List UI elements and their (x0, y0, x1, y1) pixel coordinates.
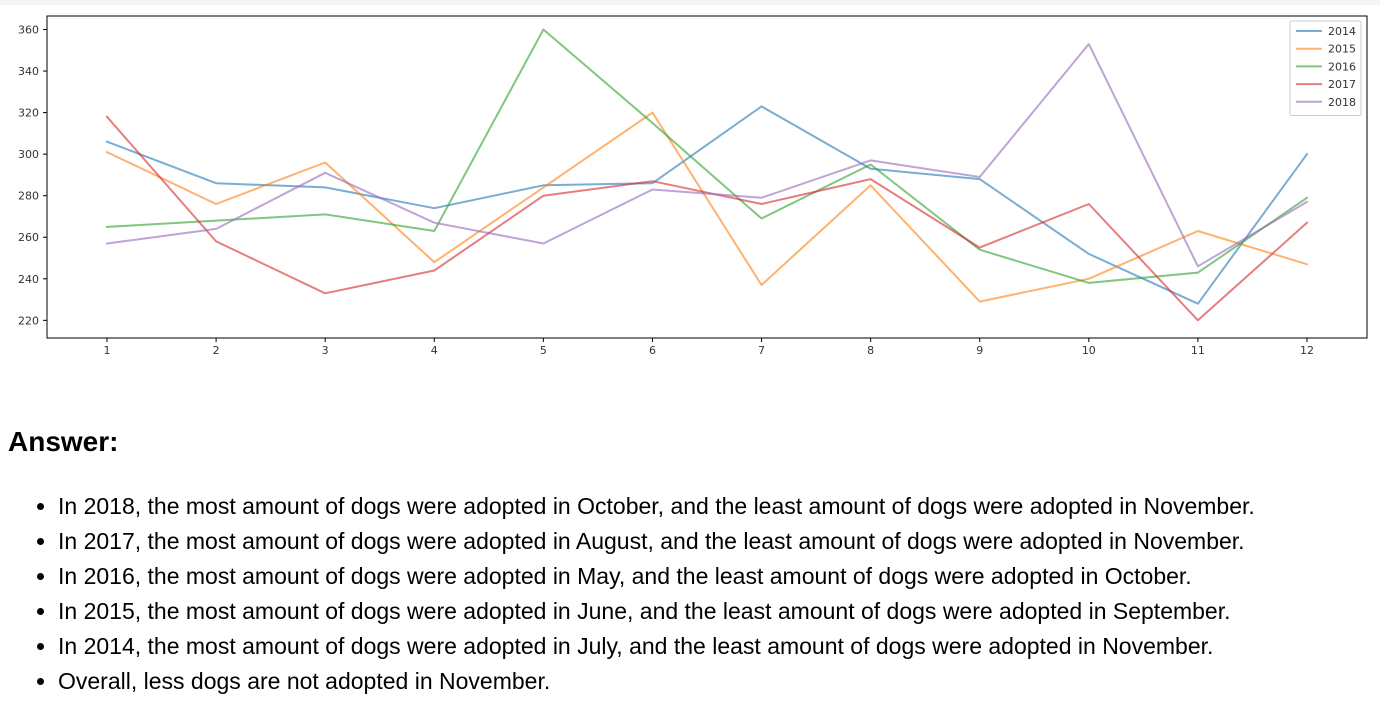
legend-label-2015: 2015 (1328, 43, 1356, 56)
answer-item: In 2014, the most amount of dogs were ad… (58, 629, 1380, 664)
y-tick-label: 260 (18, 231, 39, 244)
y-tick-label: 300 (18, 148, 39, 161)
x-tick-label: 11 (1191, 344, 1205, 357)
y-tick-label: 280 (18, 190, 39, 203)
series-lines (105, 28, 1309, 322)
x-tick-label: 1 (104, 344, 111, 357)
answer-list: In 2018, the most amount of dogs were ad… (30, 489, 1380, 699)
x-tick-label: 2 (213, 344, 220, 357)
series-line-2015 (105, 111, 1309, 303)
x-tick-label: 10 (1082, 344, 1096, 357)
x-tick-label: 9 (976, 344, 983, 357)
legend-label-2017: 2017 (1328, 78, 1356, 91)
y-tick-label: 340 (18, 65, 39, 78)
answer-heading: Answer: (8, 426, 119, 457)
x-tick-label: 7 (758, 344, 765, 357)
legend-label-2018: 2018 (1328, 96, 1356, 109)
y-tick-label: 360 (18, 24, 39, 37)
answer-item: In 2018, the most amount of dogs were ad… (58, 489, 1380, 524)
legend-label-2016: 2016 (1328, 60, 1356, 73)
plot-background (47, 16, 1367, 338)
answer-item: In 2017, the most amount of dogs were ad… (58, 524, 1380, 559)
y-tick-label: 320 (18, 107, 39, 120)
series-line-2016 (105, 28, 1309, 284)
plot-area (47, 16, 1367, 338)
plot-frame (46, 15, 1368, 339)
line-chart: 1 2 3 4 5 6 7 8 9 10 11 12220240260280300320340360 … (18, 15, 1368, 357)
legend-box (1289, 20, 1362, 116)
y-tick-label: 240 (18, 273, 39, 286)
answer-item: In 2016, the most amount of dogs were ad… (58, 559, 1380, 594)
answer-item: Overall, less dogs are not adopted in No… (58, 664, 1380, 699)
series-line-2014 (105, 105, 1309, 305)
x-tick-label: 4 (431, 344, 438, 357)
y-tick-label: 220 (18, 314, 39, 327)
top-strip (0, 0, 1380, 5)
x-tick-label: 8 (867, 344, 874, 357)
x-tick-label: 6 (649, 344, 656, 357)
answer-item: In 2015, the most amount of dogs were ad… (58, 594, 1380, 629)
legend: 2014 2015 2016 2017 2018 (1289, 20, 1362, 116)
series-line-2018 (105, 43, 1309, 268)
series-line-2017 (105, 115, 1309, 322)
x-tick-label: 3 (322, 344, 329, 357)
x-tick-label: 12 (1300, 344, 1314, 357)
x-tick-label: 5 (540, 344, 547, 357)
legend-label-2014: 2014 (1328, 25, 1356, 38)
